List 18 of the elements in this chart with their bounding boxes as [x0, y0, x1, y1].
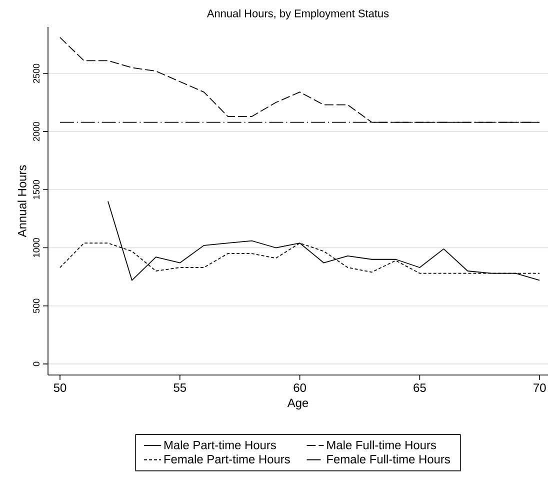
y-tick-label: 1000 [33, 238, 40, 258]
x-tick-label: 70 [534, 383, 546, 392]
y-axis-title: Annual Hours [18, 165, 26, 238]
x-tick-label: 55 [174, 383, 186, 392]
x-tick-label: 65 [414, 383, 426, 392]
x-axis-title: Age [287, 398, 308, 410]
legend-label: Male Part-time Hours [164, 440, 276, 450]
legend-label: Male Full-time Hours [327, 440, 436, 450]
x-tick-label: 50 [54, 383, 66, 392]
x-tick-label: 60 [294, 383, 306, 392]
y-tick-label: 1500 [33, 180, 40, 199]
legend-label: Female Full-time Hours [327, 454, 450, 464]
y-tick-label: 2500 [33, 64, 40, 83]
y-tick-label: 0 [33, 362, 40, 366]
y-tick-label: 500 [33, 298, 40, 313]
chart-title: Annual Hours, by Employment Status [206, 9, 389, 20]
legend-label: Female Part-time Hours [164, 454, 290, 464]
y-tick-label: 2000 [33, 122, 40, 142]
